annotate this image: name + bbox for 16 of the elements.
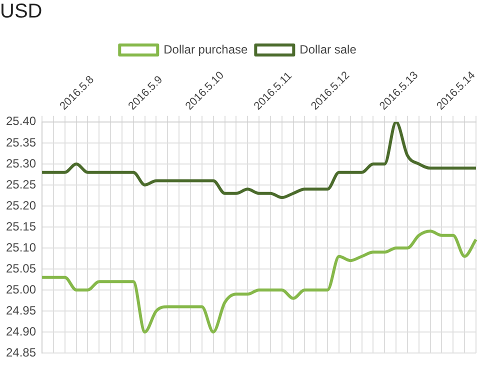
legend-label: Dollar sale bbox=[300, 42, 357, 56]
y-tick-label: 25.20 bbox=[6, 198, 36, 212]
y-tick-label: 25.25 bbox=[6, 177, 36, 192]
line-series bbox=[40, 230, 478, 334]
chart-title: USD bbox=[0, 0, 42, 23]
y-tick-label: 25.15 bbox=[6, 219, 36, 234]
y-tick-label: 25.00 bbox=[6, 282, 36, 296]
y-tick-label: 24.90 bbox=[6, 324, 36, 338]
y-tick-label: 24.95 bbox=[6, 303, 36, 318]
y-tick-label: 24.85 bbox=[6, 345, 36, 360]
legend-label: Dollar purchase bbox=[164, 42, 248, 56]
y-tick-label: 25.40 bbox=[6, 114, 36, 128]
y-tick-label: 25.35 bbox=[6, 135, 36, 150]
y-tick-label: 25.30 bbox=[6, 156, 36, 170]
y-tick-label: 25.05 bbox=[6, 261, 36, 276]
y-tick-label: 25.10 bbox=[6, 240, 36, 254]
